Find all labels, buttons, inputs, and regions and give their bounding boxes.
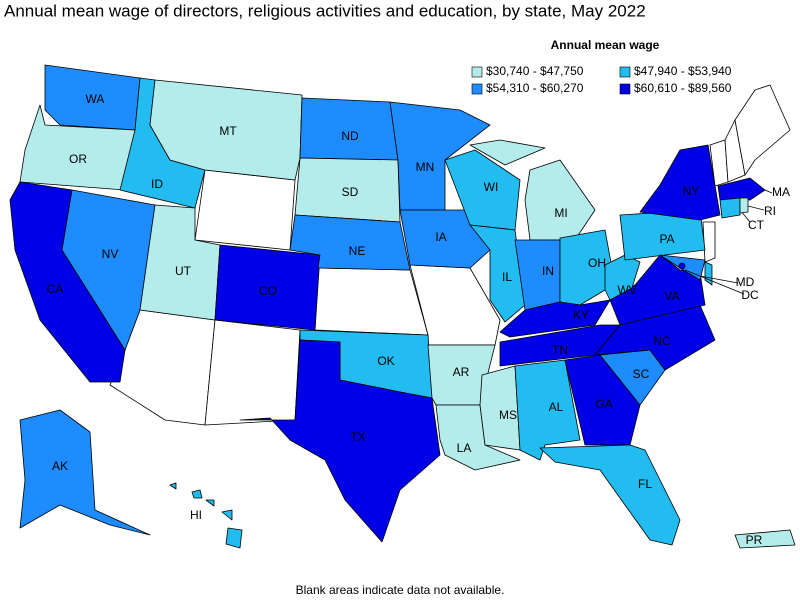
state-label: IA	[435, 230, 446, 244]
state-shape	[469, 224, 526, 323]
state-label: DC	[741, 288, 759, 302]
state-label: MN	[416, 160, 435, 174]
state-shape	[564, 354, 641, 446]
state-label: MI	[554, 206, 567, 220]
state-label: NC	[653, 334, 671, 348]
legend-title: Annual mean wage	[551, 38, 660, 52]
state-no-data	[194, 169, 296, 251]
state-label: MA	[772, 185, 790, 199]
state-label: IN	[542, 264, 554, 278]
state-shape	[499, 299, 611, 338]
state-shape	[479, 365, 521, 451]
state-label: AL	[549, 400, 564, 414]
state-label: AR	[453, 365, 470, 379]
state-label: WV	[617, 283, 636, 297]
state-label: FL	[638, 477, 652, 491]
state-shape	[739, 197, 749, 214]
state-label: PR	[746, 533, 763, 547]
state-shape	[19, 409, 151, 536]
leader-line	[699, 275, 739, 284]
state-label: OH	[588, 256, 606, 270]
state-label: TN	[552, 343, 568, 357]
state-label: VA	[664, 289, 679, 303]
legend-swatch	[619, 83, 631, 95]
state-shape	[239, 339, 441, 543]
state-no-data	[314, 267, 429, 336]
state-label: CO	[259, 284, 277, 298]
state-label: IL	[502, 270, 512, 284]
map-title: Annual mean wage of directors, religious…	[4, 1, 646, 20]
states: WA OR CA NV ID MT UT CO ND SD NE OK TX MN IA AR LA WI IL MI…	[9, 64, 796, 549]
state-label: OK	[377, 354, 394, 368]
state-label: OR	[69, 152, 87, 166]
state-label: HI	[190, 508, 202, 522]
state-label: AK	[52, 459, 68, 473]
leader-line	[747, 205, 765, 211]
state-label: NY	[683, 184, 700, 198]
state-label: KY	[573, 308, 589, 322]
state-shape	[717, 177, 766, 201]
state-shape	[289, 214, 411, 271]
state-de	[704, 261, 713, 286]
state-shape	[719, 197, 741, 219]
legend-swatch	[471, 66, 483, 78]
state-label: MT	[219, 124, 237, 138]
state-no-data	[204, 319, 301, 426]
state-shape	[399, 209, 491, 269]
state-label: LA	[457, 441, 472, 455]
state-label: WI	[484, 180, 499, 194]
state-no-data	[734, 84, 791, 176]
leader-line	[684, 269, 745, 295]
legend-swatch	[619, 66, 631, 78]
legend-label: $30,740 - $47,750	[486, 64, 584, 78]
state-label: ND	[341, 129, 359, 143]
legend-label: $60,610 - $89,560	[634, 81, 732, 95]
state-shape	[639, 144, 721, 221]
state-shape	[734, 529, 796, 549]
state-shape	[61, 189, 156, 351]
state-label: SC	[633, 367, 650, 381]
state-label: WA	[86, 92, 105, 106]
state-no-data	[702, 221, 716, 263]
state-label: NV	[102, 247, 119, 261]
state-label: RI	[764, 204, 776, 218]
state-label: PA	[659, 232, 674, 246]
state-shape	[44, 64, 141, 131]
legend-label: $47,940 - $53,940	[634, 64, 732, 78]
state-label: NE	[349, 244, 366, 258]
legend-label: $54,310 - $60,270	[486, 81, 584, 95]
state-shape	[678, 262, 686, 270]
state-label: CT	[748, 218, 765, 232]
state-label: MS	[499, 408, 517, 422]
state-shape	[389, 101, 491, 211]
state-shape	[444, 149, 521, 231]
state-label: GA	[595, 397, 612, 411]
footnote: Blank areas indicate data not available.	[296, 583, 505, 597]
state-shape	[539, 444, 681, 546]
state-shape	[214, 244, 321, 331]
state-label: ID	[151, 177, 163, 191]
state-label: CA	[47, 282, 64, 296]
state-label: MD	[736, 275, 755, 289]
legend: $30,740 - $47,750 $47,940 - $53,940 $54,31…	[471, 64, 732, 95]
state-label: UT	[175, 264, 192, 278]
state-shape	[169, 482, 243, 549]
legend-swatch	[471, 83, 483, 95]
leader-line	[764, 189, 773, 194]
state-label: SD	[342, 185, 359, 199]
state-label: TX	[350, 430, 365, 444]
